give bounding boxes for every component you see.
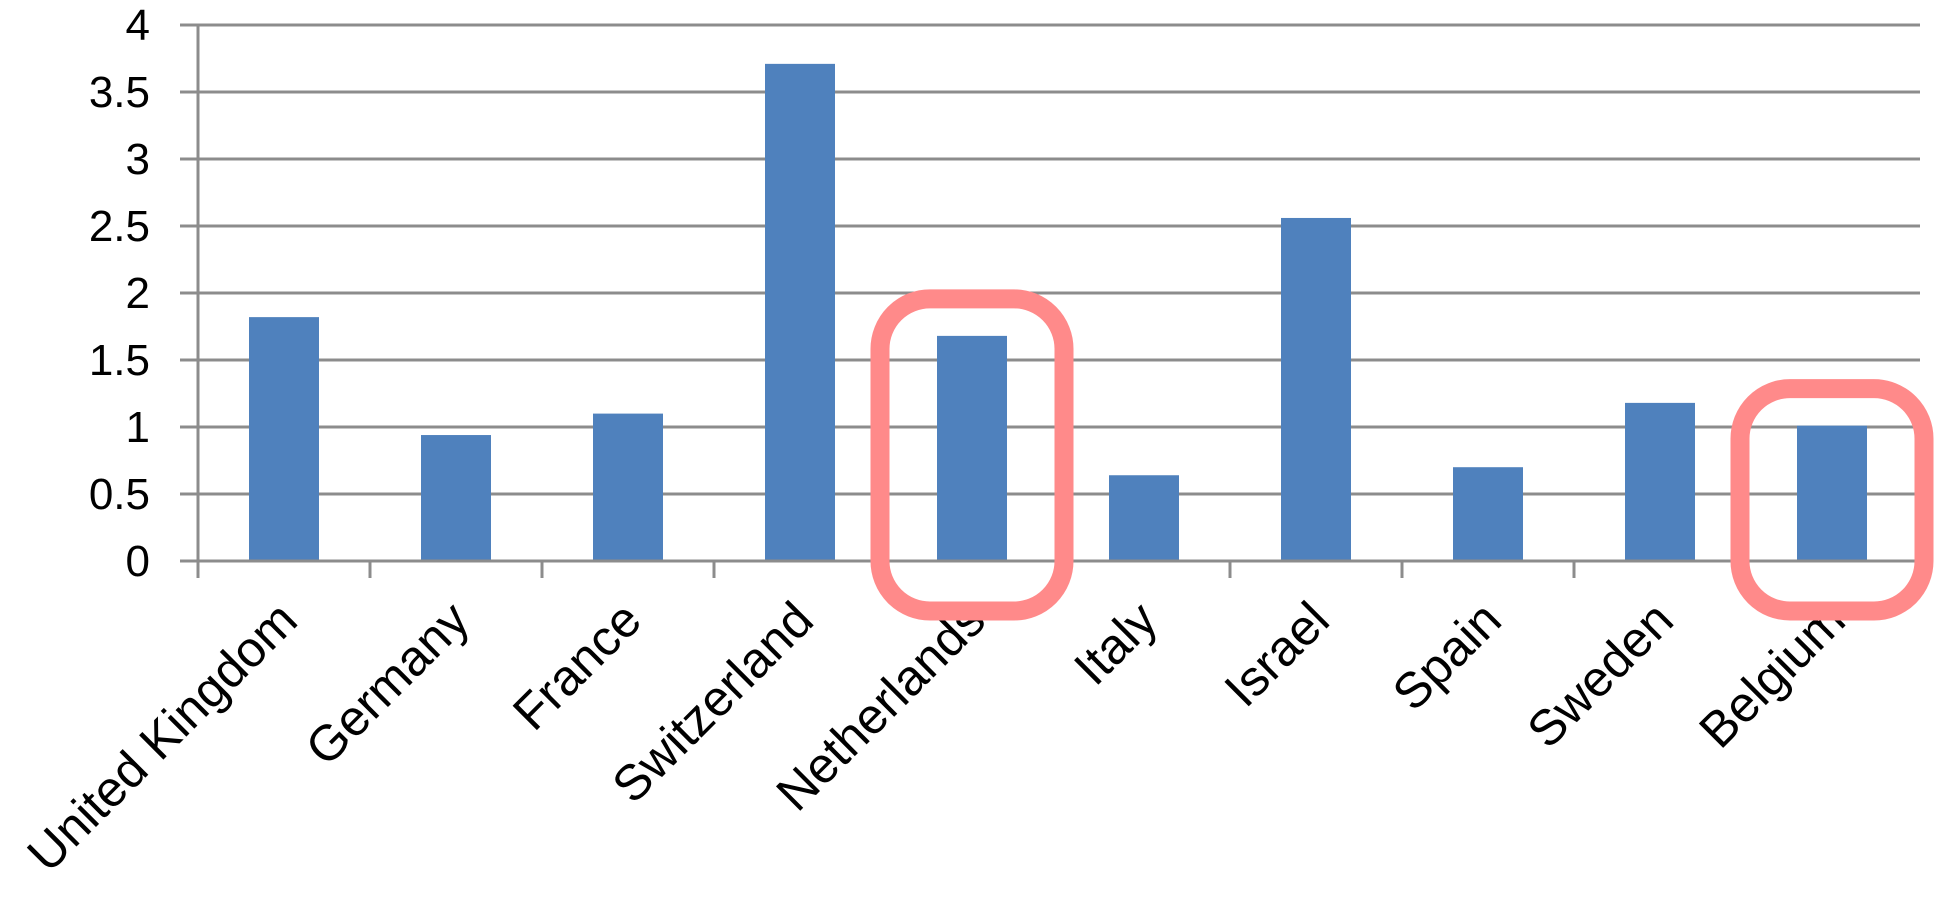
- bars: [249, 63, 1867, 562]
- y-tick-label: 3: [126, 135, 150, 184]
- bar-netherlands: [937, 335, 1007, 561]
- bar-spain: [1453, 467, 1523, 561]
- bar-germany: [421, 435, 491, 561]
- y-tick-label: 0: [126, 537, 150, 586]
- y-tick-label: 2: [126, 269, 150, 318]
- category-label: Germany: [295, 591, 480, 776]
- y-tick-label: 4: [126, 1, 150, 50]
- bar-sweden: [1625, 402, 1695, 561]
- bar-switzerland: [765, 63, 835, 562]
- highlight-ring-netherlands: [870, 289, 1074, 621]
- y-tick-label: 2.5: [89, 202, 150, 251]
- y-tick-labels: 0 0.5 1 1.5 2 2.5 3 3.5 4: [89, 1, 150, 586]
- bar-belgium: [1797, 425, 1867, 561]
- category-label: Israel: [1214, 591, 1340, 717]
- highlight-ring-belgium: [1730, 379, 1934, 621]
- category-label: Sweden: [1516, 591, 1683, 758]
- category-label: United Kingdom: [17, 591, 308, 882]
- bar-france: [593, 413, 663, 561]
- bar-israel: [1281, 217, 1351, 561]
- category-label: Italy: [1063, 591, 1167, 695]
- y-tick-label: 3.5: [89, 68, 150, 117]
- category-label: France: [502, 591, 652, 741]
- bar-italy: [1109, 475, 1179, 561]
- y-tick-label: 1: [126, 403, 150, 452]
- bar-united-kingdom: [249, 317, 319, 561]
- highlight-markers: [870, 289, 1934, 621]
- y-tick-label: 0.5: [89, 470, 150, 519]
- y-tick-label: 1.5: [89, 336, 150, 385]
- category-label: Spain: [1382, 591, 1512, 721]
